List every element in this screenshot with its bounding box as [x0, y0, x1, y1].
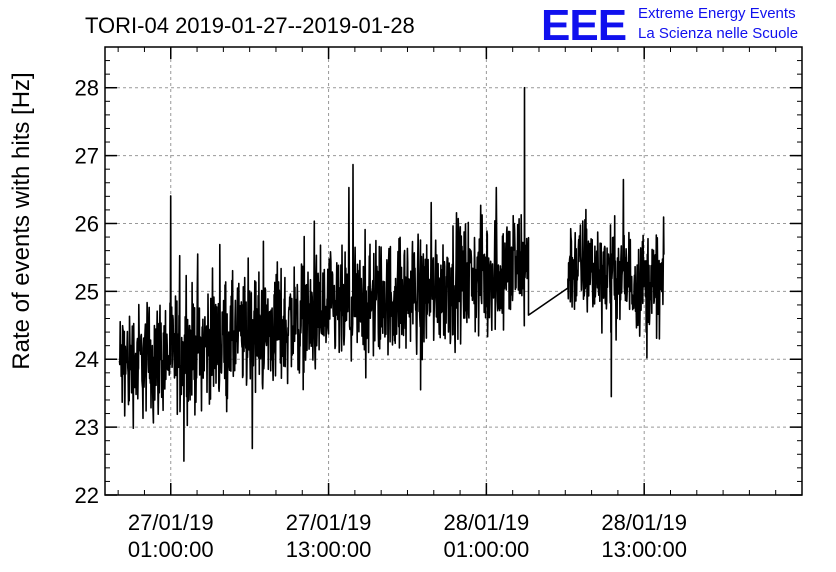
y-tick-label: 27: [75, 144, 99, 169]
logo-line2: La Scienza nelle Scuole: [638, 25, 798, 42]
y-tick-label: 28: [75, 76, 99, 101]
x-tick-label-time: 01:00:00: [444, 537, 530, 562]
x-tick-label-time: 13:00:00: [286, 537, 372, 562]
y-tick-label: 23: [75, 415, 99, 440]
series-path: [118, 86, 665, 462]
x-tick-label-time: 13:00:00: [601, 537, 687, 562]
logo-mark: EEE: [541, 1, 626, 50]
y-tick-label: 24: [75, 347, 99, 372]
chart-title: TORI-04 2019-01-27--2019-01-28: [85, 13, 415, 38]
x-tick-label-date: 28/01/19: [444, 510, 530, 535]
y-tick-label: 25: [75, 279, 99, 304]
x-tick-label-date: 27/01/19: [128, 510, 214, 535]
y-tick-labels: 22 23 24 25 26 27 28: [75, 76, 99, 508]
x-tick-labels: 27/01/1901:00:0027/01/1913:00:0028/01/19…: [128, 510, 687, 562]
y-tick-label: 22: [75, 483, 99, 508]
eee-logo: EEE Extreme Energy Events La Scienza nel…: [541, 1, 798, 50]
plot-frame: [104, 46, 803, 496]
logo-line1: Extreme Energy Events: [638, 5, 796, 22]
x-tick-label-date: 27/01/19: [286, 510, 372, 535]
x-tick-label-date: 28/01/19: [601, 510, 687, 535]
y-tick-label: 26: [75, 211, 99, 236]
axis-ticks: [105, 46, 802, 496]
x-tick-label-time: 01:00:00: [128, 537, 214, 562]
y-axis-label: Rate of events with hits [Hz]: [8, 72, 35, 369]
series-line: [118, 86, 665, 462]
